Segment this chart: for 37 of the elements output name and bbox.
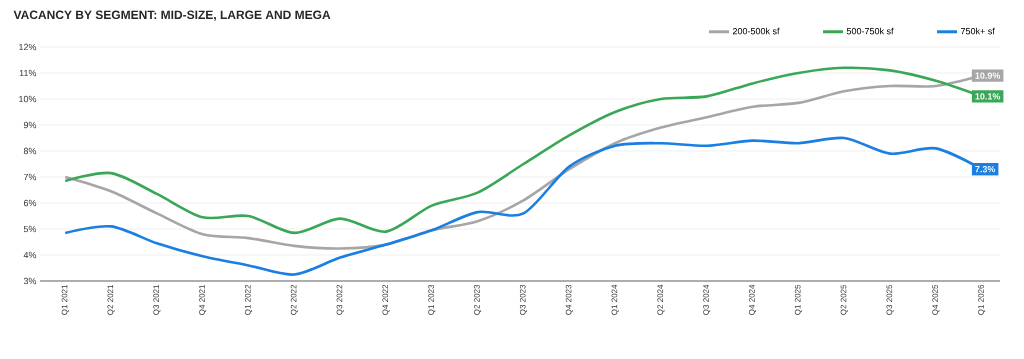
data-label: 10.1% (975, 93, 1001, 100)
x-tick-label: Q3 2025 (886, 284, 894, 315)
x-tick-label: Q1 2021 (61, 284, 69, 315)
x-tick-label: Q2 2025 (840, 284, 848, 315)
y-tick-label: 7% (23, 173, 37, 181)
x-tick-label: Q2 2024 (657, 284, 665, 315)
y-tick-label: 9% (23, 121, 37, 129)
x-tick-label: Q1 2026 (978, 284, 986, 315)
x-tick-label: Q4 2021 (199, 284, 207, 315)
y-tick-label: 11% (19, 69, 37, 77)
y-tick-label: 6% (23, 199, 37, 207)
x-tick-label: Q1 2025 (794, 284, 802, 315)
x-tick-label: Q3 2021 (153, 284, 161, 315)
y-tick-label: 3% (23, 277, 37, 285)
y-tick-label: 8% (23, 147, 37, 155)
x-tick-label: Q4 2023 (565, 284, 573, 315)
y-tick-label: 4% (23, 251, 37, 259)
y-tick-label: 12% (19, 43, 37, 51)
x-tick-label: Q3 2024 (703, 284, 711, 315)
x-tick-label: Q2 2021 (107, 284, 115, 315)
x-tick-label: Q3 2022 (336, 284, 344, 315)
x-tick-label: Q4 2025 (932, 284, 940, 315)
legend-label: 750k+ sf (960, 27, 995, 35)
legend-label: 200-500k sf (732, 27, 780, 35)
x-tick-label: Q2 2023 (474, 284, 482, 315)
chart-title: VACANCY BY SEGMENT: MID-SIZE, LARGE AND MEGA (13, 10, 331, 21)
x-tick-label: Q1 2022 (244, 284, 253, 315)
x-tick-label: Q4 2024 (749, 284, 757, 315)
data-label: 10.9% (975, 72, 1001, 79)
x-tick-label: Q1 2024 (611, 284, 619, 315)
y-tick-label: 10% (19, 95, 37, 103)
x-tick-label: Q4 2022 (382, 284, 390, 315)
y-tick-label: 5% (23, 225, 37, 233)
legend-label: 500-750k sf (846, 27, 894, 35)
x-tick-label: Q1 2023 (428, 284, 436, 315)
x-tick-label: Q2 2022 (290, 284, 298, 315)
x-tick-label: Q3 2023 (519, 284, 527, 315)
